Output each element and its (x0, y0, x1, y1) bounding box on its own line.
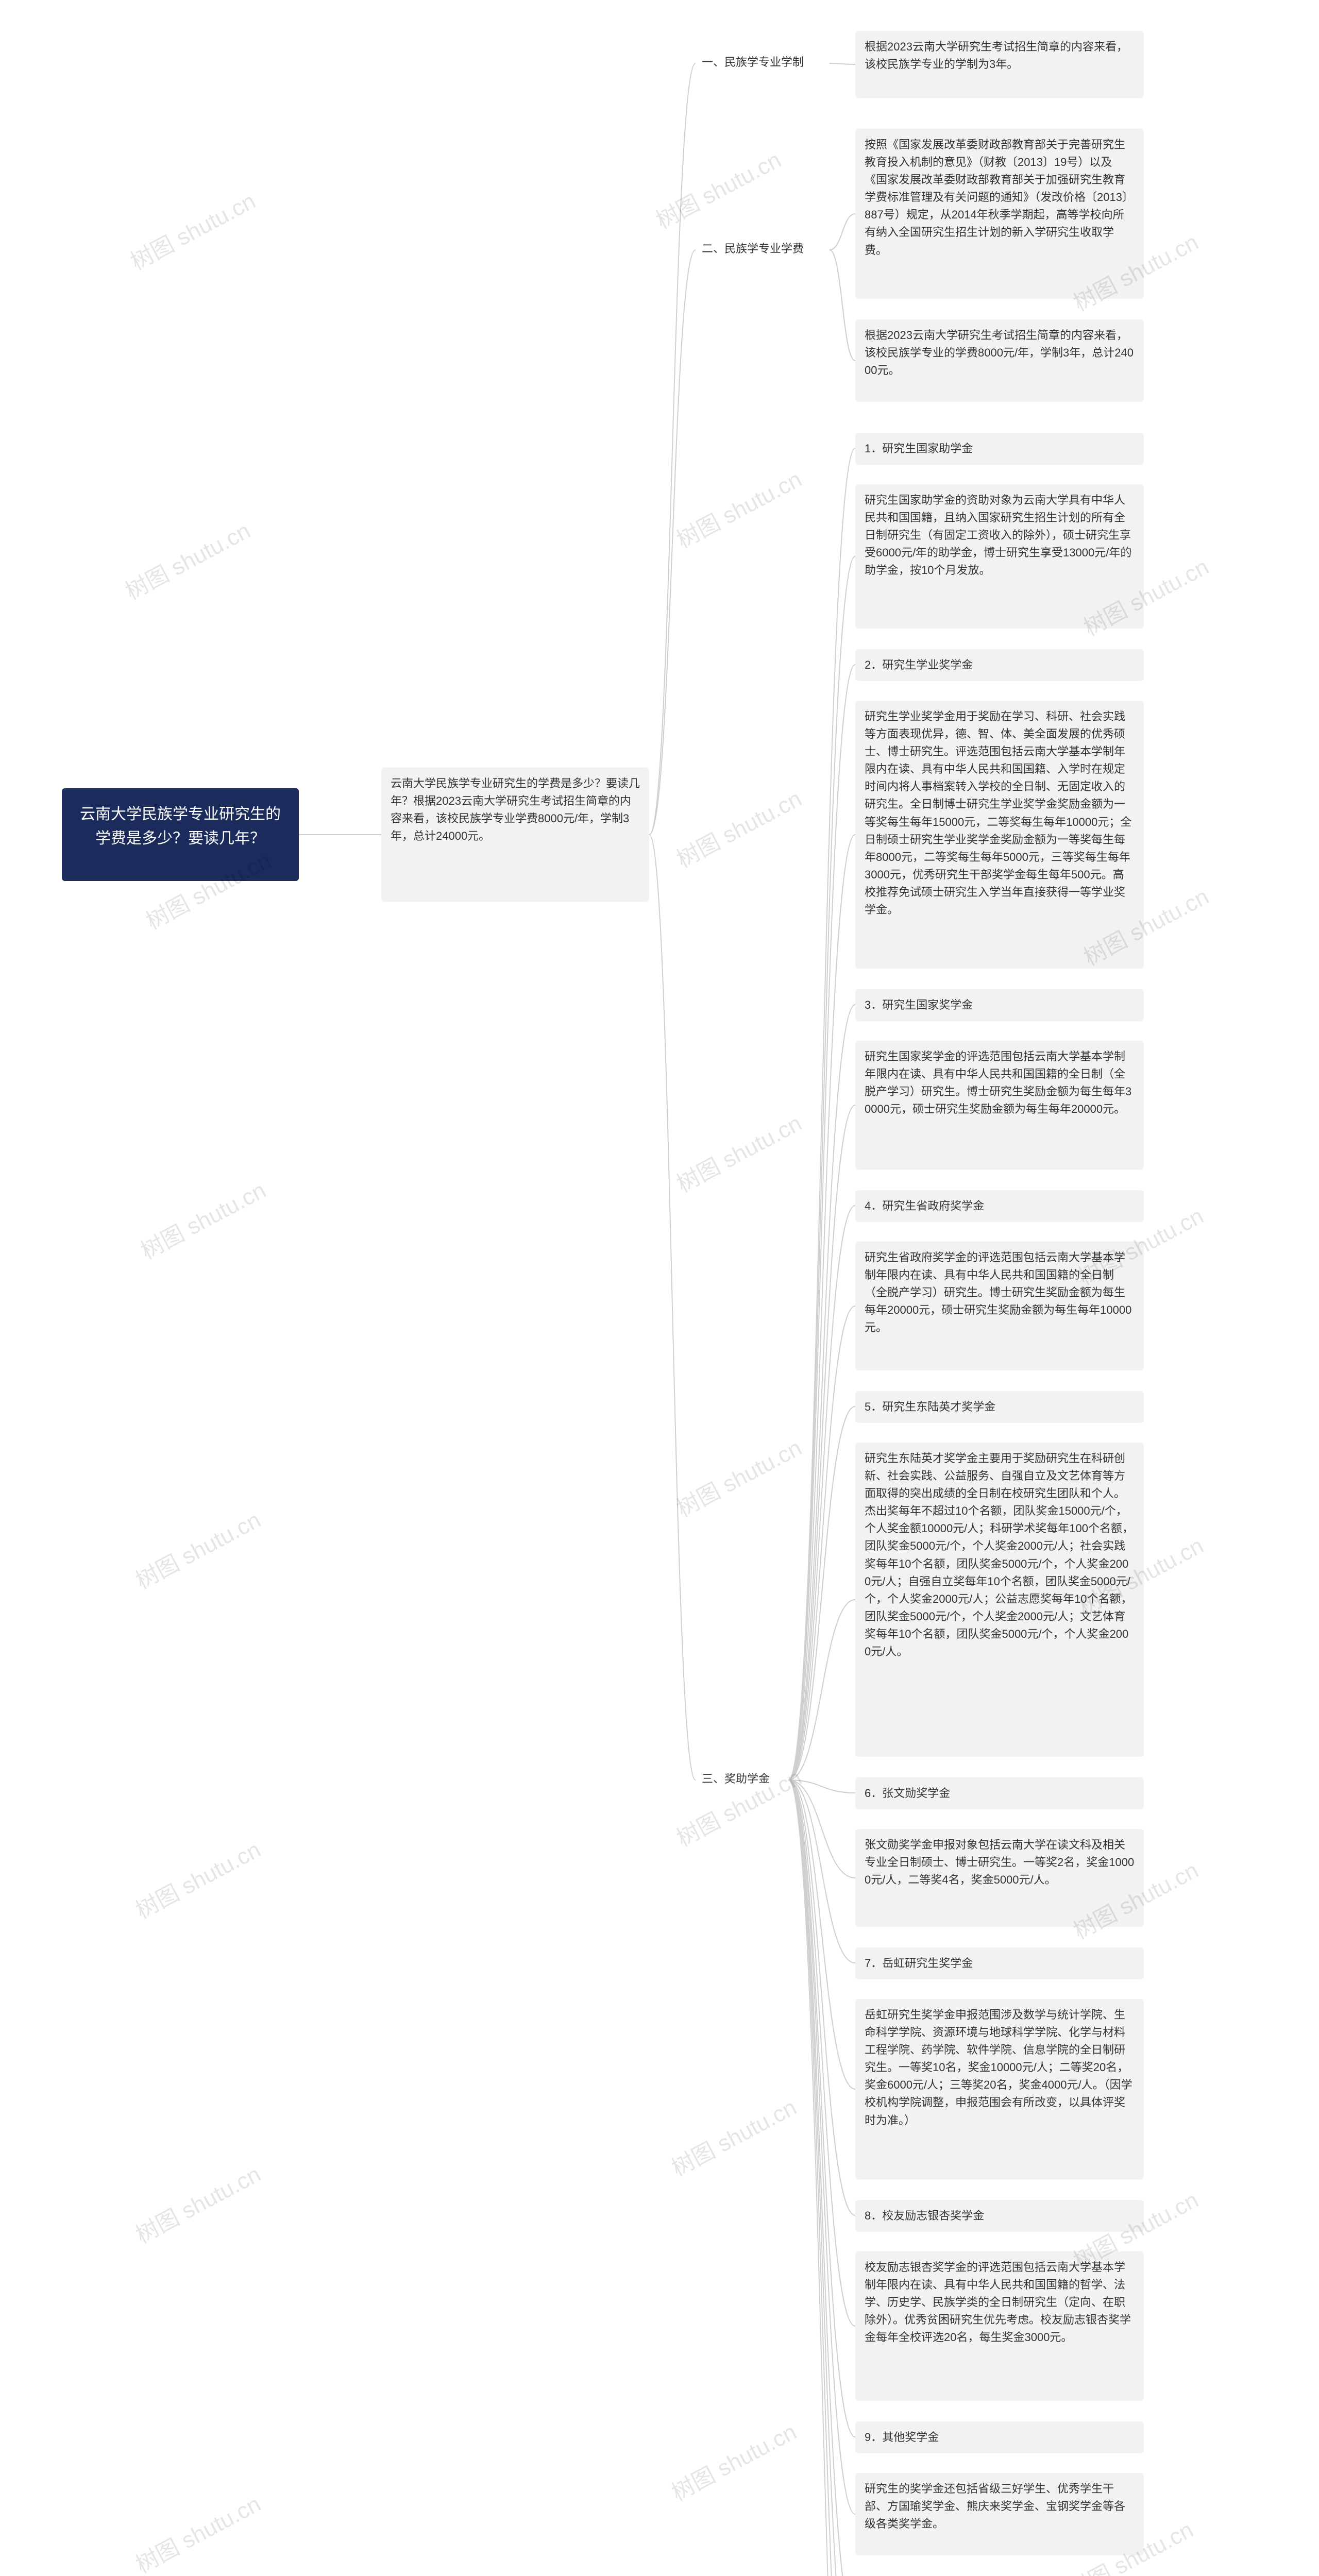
node-s6_title: 6．张文勋奖学金 (855, 1777, 1144, 1809)
connector (788, 1105, 855, 1780)
watermark: 树图 shutu.cn (670, 461, 806, 555)
watermark: 树图 shutu.cn (649, 142, 786, 235)
connector (649, 250, 696, 835)
watermark: 树图 shutu.cn (119, 513, 255, 606)
connector (788, 1780, 855, 1963)
node-sec2_box2: 根据2023云南大学研究生考试招生简章的内容来看，该校民族学专业的学费8000元… (855, 319, 1144, 402)
node-s1_title: 1．研究生国家助学金 (855, 433, 1144, 465)
node-s2_title: 2．研究生学业奖学金 (855, 649, 1144, 681)
connector (788, 665, 855, 1780)
node-s2_body: 研究生学业奖学金用于奖励在学习、科研、社会实践等方面表现优异，德、智、体、美全面… (855, 701, 1144, 969)
connector (788, 1780, 855, 2215)
mindmap-canvas: 云南大学民族学专业研究生的学费是多少？要读几年？ 云南大学民族学专业研究生的学费是… (0, 0, 1319, 2576)
connector (788, 1780, 855, 2326)
watermark: 树图 shutu.cn (670, 781, 806, 874)
watermark: 树图 shutu.cn (665, 2089, 801, 2183)
connector (830, 214, 855, 250)
node-root: 云南大学民族学专业研究生的学费是多少？要读几年？ (62, 788, 299, 881)
connector (788, 1780, 855, 2089)
watermark: 树图 shutu.cn (134, 1172, 270, 1266)
node-s5_title: 5．研究生东陆英才奖学金 (855, 1391, 1144, 1423)
connector (788, 1406, 855, 1780)
watermark: 树图 shutu.cn (129, 2156, 265, 2250)
node-s6_body: 张文勋奖学金申报对象包括云南大学在读文科及相关专业全日制硕士、博士研究生。一等奖… (855, 1829, 1144, 1927)
node-s3_title: 3．研究生国家奖学金 (855, 989, 1144, 1021)
node-s4_body: 研究生省政府奖学金的评选范围包括云南大学基本学制年限内在读、具有中华人民共和国国… (855, 1242, 1144, 1370)
node-s7_title: 7．岳虹研究生奖学金 (855, 1947, 1144, 1979)
connector (788, 1780, 855, 2576)
connector (788, 1780, 855, 2437)
node-sec3_label: 三、奖助学金 (696, 1767, 788, 1793)
connector (649, 835, 696, 1780)
node-s8_body: 校友励志银杏奖学金的评选范围包括云南大学基本学制年限内在读、具有中华人民共和国国… (855, 2251, 1144, 2401)
watermark: 树图 shutu.cn (129, 1832, 265, 1925)
watermark: 树图 shutu.cn (129, 1502, 265, 1596)
connector (649, 63, 696, 835)
connector (788, 1780, 855, 2576)
node-desc: 云南大学民族学专业研究生的学费是多少？要读几年？根据2023云南大学研究生考试招… (381, 768, 649, 902)
connector (830, 63, 855, 64)
connector (788, 1600, 855, 1780)
connector (788, 1780, 855, 1793)
connector (788, 448, 855, 1780)
node-sec2_label: 二、民族学专业学费 (696, 237, 830, 263)
node-s1_body: 研究生国家助学金的资助对象为云南大学具有中华人民共和国国籍，且纳入国家研究生招生… (855, 484, 1144, 629)
connector (788, 1780, 855, 1878)
node-s7_body: 岳虹研究生奖学金申报范围涉及数学与统计学院、生命科学学院、资源环境与地球科学学院… (855, 1999, 1144, 2179)
watermark: 树图 shutu.cn (670, 1105, 806, 1199)
connector (788, 1780, 855, 2576)
connector (788, 1780, 855, 2576)
node-sec1_label: 一、民族学专业学制 (696, 50, 830, 76)
watermark: 树图 shutu.cn (670, 1430, 806, 1523)
node-sec1_box: 根据2023云南大学研究生考试招生简章的内容来看，该校民族学专业的学制为3年。 (855, 31, 1144, 98)
node-s3_body: 研究生国家奖学金的评选范围包括云南大学基本学制年限内在读、具有中华人民共和国国籍… (855, 1041, 1144, 1170)
node-sec2_box1: 按照《国家发展改革委财政部教育部关于完善研究生教育投入机制的意见》（财教〔201… (855, 129, 1144, 299)
connector (788, 835, 855, 1780)
node-s5_body: 研究生东陆英才奖学金主要用于奖励研究生在科研创新、社会实践、公益服务、自强自立及… (855, 1443, 1144, 1757)
connector (788, 1780, 855, 2514)
watermark: 树图 shutu.cn (665, 2414, 801, 2507)
node-s4_title: 4．研究生省政府奖学金 (855, 1190, 1144, 1222)
watermark: 树图 shutu.cn (124, 183, 260, 277)
watermark: 树图 shutu.cn (129, 2486, 265, 2576)
connector (788, 1005, 855, 1780)
node-s9_body: 研究生的奖学金还包括省级三好学生、优秀学生干部、方国瑜奖学金、熊庆来奖学金、宝钢… (855, 2473, 1144, 2555)
connector (830, 250, 855, 361)
node-s8_title: 8．校友励志银杏奖学金 (855, 2200, 1144, 2232)
connector (788, 1306, 855, 1780)
connector (788, 1206, 855, 1780)
connector (788, 556, 855, 1780)
node-s9_title: 9．其他奖学金 (855, 2421, 1144, 2453)
